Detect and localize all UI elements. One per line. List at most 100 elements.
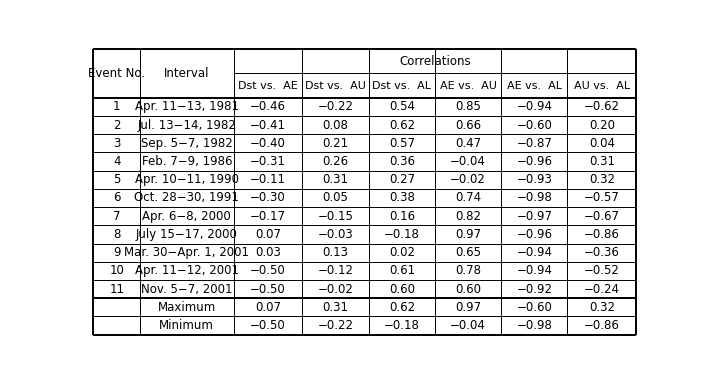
Text: 0.02: 0.02	[389, 246, 415, 259]
Text: Maximum: Maximum	[157, 301, 216, 314]
Text: 0.78: 0.78	[455, 264, 481, 277]
Text: −0.98: −0.98	[516, 319, 553, 332]
Text: −0.02: −0.02	[318, 283, 354, 296]
Text: 0.20: 0.20	[589, 119, 615, 131]
Text: −0.04: −0.04	[450, 319, 486, 332]
Text: −0.94: −0.94	[516, 246, 553, 259]
Text: −0.94: −0.94	[516, 264, 553, 277]
Text: 0.32: 0.32	[589, 173, 615, 186]
Text: Apr. 10−11, 1990: Apr. 10−11, 1990	[135, 173, 239, 186]
Text: −0.15: −0.15	[318, 210, 354, 223]
Text: AE vs.  AU: AE vs. AU	[439, 81, 496, 90]
Text: 0.38: 0.38	[389, 192, 415, 204]
Text: 0.21: 0.21	[323, 137, 349, 150]
Text: −0.03: −0.03	[318, 228, 353, 241]
Text: 0.82: 0.82	[455, 210, 481, 223]
Text: Event No.: Event No.	[88, 67, 145, 80]
Text: 0.31: 0.31	[323, 301, 349, 314]
Text: −0.31: −0.31	[250, 155, 286, 168]
Text: −0.41: −0.41	[250, 119, 286, 131]
Text: 11: 11	[109, 283, 125, 296]
Text: 0.74: 0.74	[455, 192, 481, 204]
Text: −0.92: −0.92	[516, 283, 553, 296]
Text: −0.36: −0.36	[584, 246, 620, 259]
Text: Dst vs.  AE: Dst vs. AE	[238, 81, 298, 90]
Text: 0.27: 0.27	[389, 173, 415, 186]
Text: 0.60: 0.60	[389, 283, 415, 296]
Text: 2: 2	[113, 119, 120, 131]
Text: −0.97: −0.97	[516, 210, 553, 223]
Text: −0.94: −0.94	[516, 100, 553, 113]
Text: −0.02: −0.02	[450, 173, 486, 186]
Text: −0.62: −0.62	[584, 100, 620, 113]
Text: −0.86: −0.86	[584, 228, 620, 241]
Text: −0.96: −0.96	[516, 228, 553, 241]
Text: 0.04: 0.04	[589, 137, 615, 150]
Text: −0.11: −0.11	[250, 173, 286, 186]
Text: Nov. 5−7, 2001: Nov. 5−7, 2001	[141, 283, 233, 296]
Text: 0.47: 0.47	[455, 137, 481, 150]
Text: 0.66: 0.66	[455, 119, 481, 131]
Text: AU vs.  AL: AU vs. AL	[574, 81, 630, 90]
Text: 0.32: 0.32	[589, 301, 615, 314]
Text: −0.40: −0.40	[250, 137, 286, 150]
Text: Minimum: Minimum	[159, 319, 214, 332]
Text: −0.93: −0.93	[516, 173, 553, 186]
Text: −0.50: −0.50	[250, 319, 286, 332]
Text: −0.60: −0.60	[516, 301, 553, 314]
Text: 0.07: 0.07	[255, 301, 281, 314]
Text: 10: 10	[110, 264, 124, 277]
Text: Interval: Interval	[164, 67, 209, 80]
Text: 0.85: 0.85	[455, 100, 481, 113]
Text: −0.17: −0.17	[250, 210, 286, 223]
Text: 0.13: 0.13	[323, 246, 349, 259]
Text: 8: 8	[113, 228, 120, 241]
Text: −0.50: −0.50	[250, 283, 286, 296]
Text: Apr. 6−8, 2000: Apr. 6−8, 2000	[142, 210, 231, 223]
Text: 0.60: 0.60	[455, 283, 481, 296]
Text: −0.67: −0.67	[584, 210, 620, 223]
Text: Sep. 5−7, 1982: Sep. 5−7, 1982	[141, 137, 233, 150]
Text: −0.18: −0.18	[384, 228, 420, 241]
Text: Feb. 7−9, 1986: Feb. 7−9, 1986	[142, 155, 232, 168]
Text: Apr. 11−13, 1981: Apr. 11−13, 1981	[135, 100, 239, 113]
Text: 0.16: 0.16	[389, 210, 415, 223]
Text: −0.87: −0.87	[516, 137, 553, 150]
Text: −0.22: −0.22	[318, 319, 354, 332]
Text: 4: 4	[113, 155, 120, 168]
Text: 3: 3	[113, 137, 120, 150]
Text: −0.86: −0.86	[584, 319, 620, 332]
Text: −0.46: −0.46	[250, 100, 286, 113]
Text: Jul. 13−14, 1982: Jul. 13−14, 1982	[137, 119, 236, 131]
Text: 0.62: 0.62	[389, 301, 415, 314]
Text: 7: 7	[113, 210, 120, 223]
Text: Dst vs.  AL: Dst vs. AL	[372, 81, 431, 90]
Text: 5: 5	[113, 173, 120, 186]
Text: 0.57: 0.57	[389, 137, 415, 150]
Text: Dst vs.  AU: Dst vs. AU	[305, 81, 366, 90]
Text: 6: 6	[113, 192, 120, 204]
Text: 0.31: 0.31	[589, 155, 615, 168]
Text: Apr. 11−12, 2001: Apr. 11−12, 2001	[135, 264, 239, 277]
Text: 1: 1	[113, 100, 120, 113]
Text: −0.98: −0.98	[516, 192, 553, 204]
Text: −0.04: −0.04	[450, 155, 486, 168]
Text: AE vs.  AL: AE vs. AL	[507, 81, 562, 90]
Text: −0.96: −0.96	[516, 155, 553, 168]
Text: Mar. 30−Apr. 1, 2001: Mar. 30−Apr. 1, 2001	[125, 246, 249, 259]
Text: Oct. 28−30, 1991: Oct. 28−30, 1991	[135, 192, 239, 204]
Text: −0.12: −0.12	[318, 264, 354, 277]
Text: 0.26: 0.26	[323, 155, 349, 168]
Text: −0.22: −0.22	[318, 100, 354, 113]
Text: 0.07: 0.07	[255, 228, 281, 241]
Text: 0.36: 0.36	[389, 155, 415, 168]
Text: −0.18: −0.18	[384, 319, 420, 332]
Text: 0.03: 0.03	[255, 246, 281, 259]
Text: −0.30: −0.30	[250, 192, 286, 204]
Text: −0.60: −0.60	[516, 119, 553, 131]
Text: −0.50: −0.50	[250, 264, 286, 277]
Text: 0.05: 0.05	[323, 192, 348, 204]
Text: 0.54: 0.54	[389, 100, 415, 113]
Text: 9: 9	[113, 246, 120, 259]
Text: 0.65: 0.65	[455, 246, 481, 259]
